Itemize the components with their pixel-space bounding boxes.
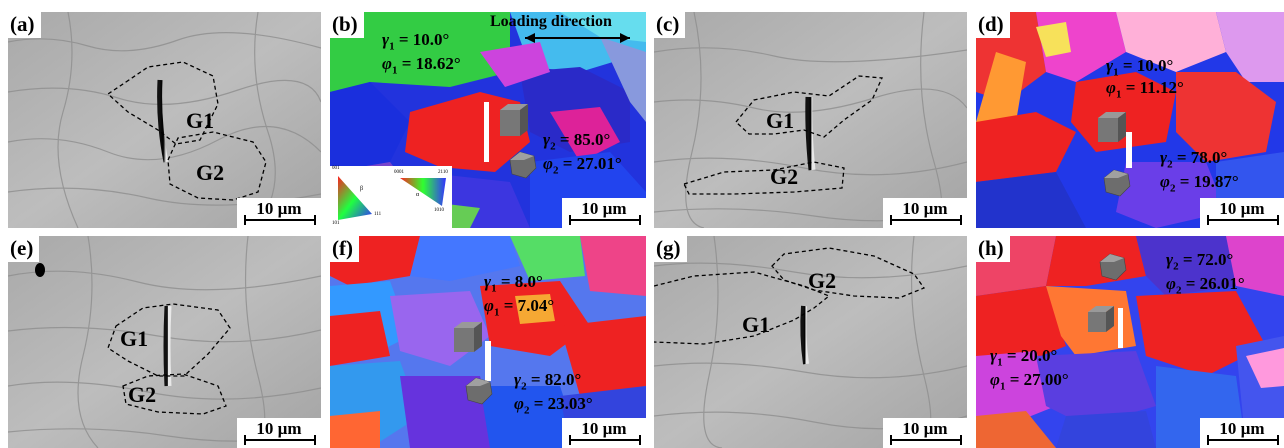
scale-label: 10 µm — [1219, 419, 1265, 438]
scale-bar: 10 µm — [1200, 418, 1284, 448]
sem-surface — [654, 236, 967, 448]
key-label: 0001 — [394, 170, 404, 175]
panel-a-sem-image: (a) G1 G2 10 µm — [8, 12, 321, 228]
panel-c-sem-image: (c) G1 G2 10 µm — [654, 12, 967, 228]
key-label: 001 — [332, 166, 340, 171]
sem-surface — [8, 236, 321, 448]
phi2-annotation: φ2 = 19.87° — [1160, 172, 1239, 195]
hcp-cell-2 — [509, 151, 537, 179]
key-label: 111 — [374, 212, 382, 217]
scale-bar: 10 µm — [883, 198, 967, 228]
hcp-cell-2 — [1103, 169, 1131, 197]
grain-label-g2: G2 — [196, 160, 225, 185]
ipf-color-key: 001 β 111 101 0001 α 1010 2110 — [330, 166, 452, 228]
scale-label: 10 µm — [256, 419, 302, 438]
grain-label-g1: G1 — [766, 108, 795, 133]
panel-label: (d) — [976, 12, 1010, 38]
key-label: β — [360, 186, 364, 192]
gamma2-annotation: γ2 = 72.0° — [1166, 250, 1234, 273]
scale-label: 10 µm — [902, 419, 948, 438]
loading-direction-label: Loading direction — [490, 13, 612, 30]
scale-label: 10 µm — [902, 199, 948, 218]
gamma1-annotation: γ1 = 20.0° — [990, 346, 1058, 369]
orientation-map — [976, 12, 1284, 228]
scale-label: 10 µm — [256, 199, 302, 218]
key-label: 101 — [332, 221, 340, 226]
key-label: α — [416, 192, 420, 198]
phi2-annotation: φ2 = 27.01° — [543, 154, 622, 177]
panel-label: (h) — [976, 236, 1010, 262]
panel-g-sem-image: (g) G1 G2 10 µm — [654, 236, 967, 448]
grain-label-g1: G1 — [186, 108, 215, 133]
panel-f-ebsd-map: (f) γ1 = 8.0° φ1 = 7.04° γ2 = 82.0° φ2 =… — [330, 236, 646, 448]
gamma1-annotation: γ1 = 8.0° — [484, 272, 543, 295]
scale-bar: 10 µm — [562, 198, 646, 228]
grain-label-g1: G1 — [742, 312, 771, 337]
scale-label: 10 µm — [581, 199, 627, 218]
panel-h-ebsd-map: (h) γ2 = 72.0° φ2 = 26.01° γ1 = 20.0° φ1… — [976, 236, 1284, 448]
hcp-cell-1 — [1088, 306, 1114, 332]
orientation-map — [330, 236, 646, 448]
grain-label-g1: G1 — [120, 326, 149, 351]
phi1-annotation: φ1 = 7.04° — [484, 296, 555, 319]
grain-label-g2: G2 — [770, 164, 799, 189]
scale-bar: 10 µm — [237, 418, 321, 448]
scale-bar: 10 µm — [1200, 198, 1284, 228]
panel-label: (c) — [654, 12, 686, 38]
panel-label: (g) — [654, 236, 687, 262]
panel-e-sem-image: (e) G1 G2 10 µm — [8, 236, 321, 448]
panel-label: (f) — [330, 236, 359, 262]
hcp-cell-2 — [1099, 253, 1127, 281]
panel-d-ebsd-map: (d) γ1 = 10.0° φ1 = 11.12° γ2 = 78.0° φ2… — [976, 12, 1284, 228]
scale-bar: 10 µm — [562, 418, 646, 448]
gamma1-annotation: γ1 = 10.0° — [382, 30, 450, 53]
phi2-annotation: φ2 = 23.03° — [514, 394, 593, 417]
sem-surface — [654, 12, 967, 228]
orientation-map — [976, 236, 1284, 448]
scale-label: 10 µm — [581, 419, 627, 438]
panel-label: (e) — [8, 236, 40, 262]
scale-bar: 10 µm — [237, 198, 321, 228]
phi1-annotation: φ1 = 11.12° — [1106, 78, 1184, 101]
hcp-cell-1 — [454, 322, 482, 352]
grain-label-g2: G2 — [128, 382, 157, 407]
scale-bar: 10 µm — [883, 418, 967, 448]
panel-label: (a) — [8, 12, 41, 38]
phi2-annotation: φ2 = 26.01° — [1166, 274, 1245, 297]
key-label: 1010 — [434, 208, 444, 213]
panel-label: (b) — [330, 12, 364, 38]
gamma1-annotation: γ1 = 10.0° — [1106, 56, 1174, 79]
scale-label: 10 µm — [1219, 199, 1265, 218]
hcp-cell-2 — [465, 377, 493, 405]
hcp-cell-1 — [1098, 112, 1126, 142]
gamma2-annotation: γ2 = 82.0° — [514, 370, 582, 393]
grain-label-g2: G2 — [808, 268, 837, 293]
gamma2-annotation: γ2 = 85.0° — [543, 130, 611, 153]
sem-surface — [8, 12, 321, 228]
phi1-annotation: φ1 = 18.62° — [382, 54, 461, 77]
hcp-cell-1 — [500, 104, 528, 136]
gamma2-annotation: γ2 = 78.0° — [1160, 148, 1228, 171]
panel-b-ebsd-map: (b) Loading direction γ1 = 10.0° φ1 = 18… — [330, 12, 646, 228]
phi1-annotation: φ1 = 27.00° — [990, 370, 1069, 393]
key-label: 2110 — [438, 170, 448, 175]
